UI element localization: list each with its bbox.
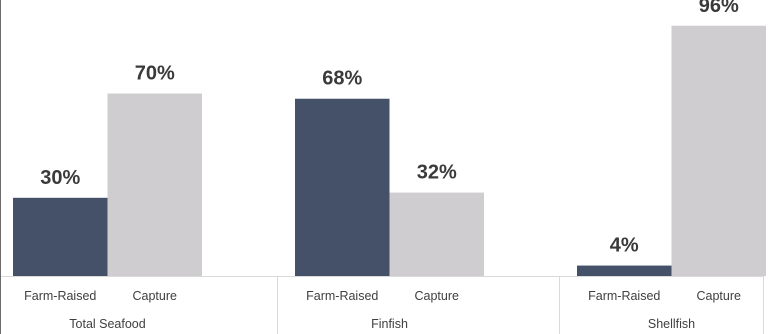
- tick-label-category: Capture: [697, 289, 742, 303]
- tick-label-group: Total Seafood: [69, 317, 145, 331]
- bar-shellfish-capture: [671, 25, 766, 277]
- tick-label-category: Capture: [133, 289, 178, 303]
- tick-label-category: Farm-Raised: [588, 289, 660, 303]
- value-label: 68%: [322, 68, 362, 90]
- tick-label-category: Farm-Raised: [306, 289, 378, 303]
- bar-finfish-capture: [389, 192, 484, 276]
- bar-total-seafood-farm-raised: [13, 197, 108, 276]
- value-label: 4%: [610, 235, 639, 257]
- bar-finfish-farm-raised: [295, 98, 390, 276]
- value-label: 96%: [699, 0, 739, 17]
- tick-label-category: Farm-Raised: [24, 289, 96, 303]
- bar-shellfish-farm-raised: [577, 265, 672, 276]
- bar-total-seafood-capture: [107, 93, 202, 276]
- value-labels-layer: 30% 70% 68% 32% 4% 96%: [40, 0, 739, 257]
- tick-label-category: Capture: [415, 289, 460, 303]
- value-label: 30%: [40, 167, 80, 189]
- tick-label-group: Finfish: [371, 317, 408, 331]
- bars-layer: [13, 25, 766, 277]
- value-label: 70%: [135, 63, 175, 85]
- tick-label-group: Shellfish: [648, 317, 695, 331]
- value-label: 32%: [417, 162, 457, 184]
